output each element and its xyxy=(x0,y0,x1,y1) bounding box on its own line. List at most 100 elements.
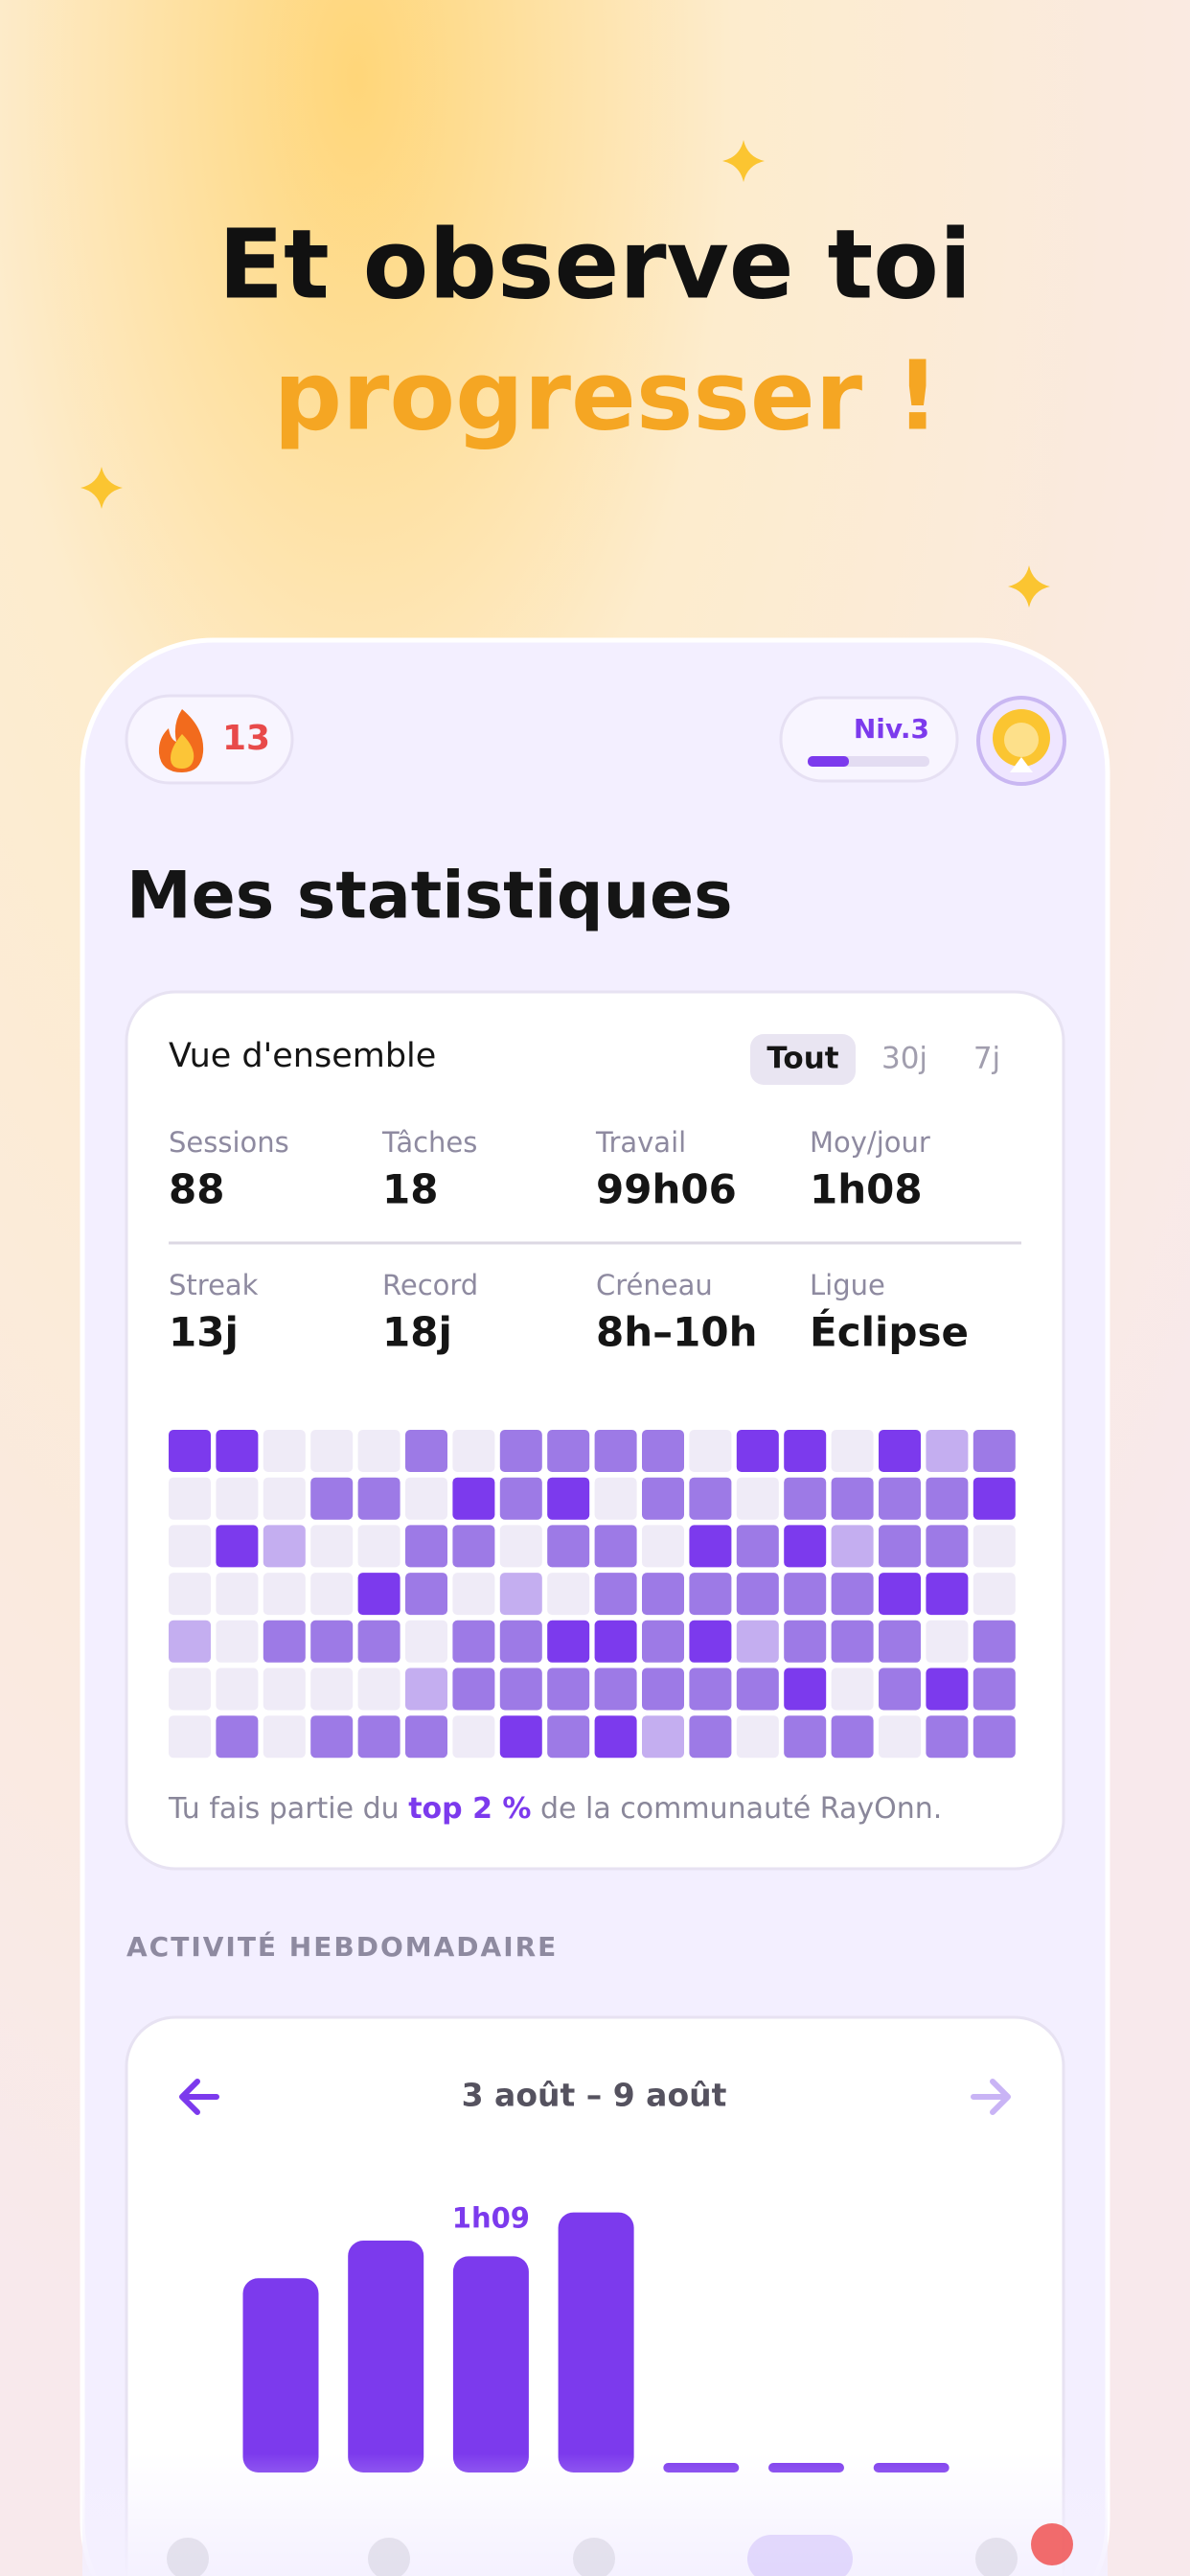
heat-cell xyxy=(642,1620,684,1663)
streak-count: 13 xyxy=(222,719,270,758)
heat-cell xyxy=(547,1620,590,1663)
footer-highlight: top 2 % xyxy=(408,1792,531,1826)
heat-cell xyxy=(357,1477,400,1520)
heat-cell xyxy=(736,1477,779,1520)
stat-label: Ligue xyxy=(810,1269,885,1301)
stat-label: Sessions xyxy=(169,1126,289,1159)
heat-cell xyxy=(926,1668,969,1711)
bar xyxy=(452,2256,529,2472)
tab[interactable]: Tout xyxy=(767,1042,838,1076)
heat-cell xyxy=(452,1668,495,1711)
heat-cell xyxy=(642,1668,684,1711)
heat-cell xyxy=(452,1477,495,1520)
headline: Et observe toi xyxy=(218,208,972,320)
heat-cell xyxy=(169,1430,211,1472)
stat-value: 99h06 xyxy=(596,1166,737,1213)
heat-cell xyxy=(169,1477,211,1520)
heat-cell xyxy=(736,1525,779,1568)
heat-cell xyxy=(784,1477,827,1520)
heat-cell xyxy=(263,1525,306,1568)
heat-cell xyxy=(831,1620,874,1663)
tab-bar xyxy=(167,2535,1018,2576)
heat-cell xyxy=(405,1573,447,1616)
heat-cell xyxy=(784,1430,827,1472)
heat-cell xyxy=(405,1525,447,1568)
footer-note: Tu fais partie du top 2 % de la communau… xyxy=(168,1792,942,1826)
heat-cell xyxy=(689,1430,732,1472)
footer-text: Tu fais partie du xyxy=(168,1792,408,1826)
heat-cell xyxy=(357,1668,400,1711)
heat-cell xyxy=(310,1620,354,1663)
heat-cell xyxy=(926,1620,969,1663)
nav-icon[interactable] xyxy=(573,2538,615,2576)
heat-cell xyxy=(452,1620,495,1663)
tab[interactable]: 7j xyxy=(973,1042,1000,1076)
heat-cell xyxy=(736,1430,779,1472)
heat-cell xyxy=(499,1573,542,1616)
sparkles xyxy=(80,140,1050,608)
tab-active[interactable] xyxy=(750,1034,856,1085)
heat-cell xyxy=(547,1573,590,1616)
stat-value: Éclipse xyxy=(810,1308,969,1356)
stat-value: 18 xyxy=(382,1166,438,1213)
heat-cell xyxy=(784,1573,827,1616)
nav-active[interactable] xyxy=(747,2535,853,2576)
prev-week[interactable] xyxy=(179,2079,219,2115)
heat-cell xyxy=(973,1668,1016,1711)
heat-cell xyxy=(689,1715,732,1759)
nav-icon[interactable] xyxy=(368,2538,410,2576)
heat-cell xyxy=(926,1573,969,1616)
avatar[interactable] xyxy=(976,696,1066,786)
heat-cell xyxy=(973,1620,1016,1663)
headline: progresser ! xyxy=(274,339,940,451)
heat-cell xyxy=(310,1430,354,1472)
heat-cell xyxy=(689,1573,732,1616)
heat-cell xyxy=(263,1430,306,1472)
heat-cell xyxy=(879,1573,921,1616)
heat-cell xyxy=(831,1430,874,1472)
bar-label: 1h09 xyxy=(452,2201,530,2234)
heat-cell xyxy=(310,1525,354,1568)
stat-value: 8h–10h xyxy=(596,1309,757,1356)
heat-cell xyxy=(594,1525,637,1568)
heat-cell xyxy=(879,1477,921,1520)
heat-cell xyxy=(831,1668,874,1711)
heat-cell xyxy=(310,1573,354,1616)
heat-cell xyxy=(405,1430,447,1472)
heat-cell xyxy=(594,1430,637,1472)
next-week[interactable] xyxy=(971,2079,1011,2115)
heat-cell xyxy=(831,1477,874,1520)
heat-cell xyxy=(499,1620,542,1663)
heat-cell xyxy=(169,1525,211,1568)
heat-cell xyxy=(452,1525,495,1568)
heat-cell xyxy=(594,1668,637,1711)
heat-cell xyxy=(547,1430,590,1472)
bar xyxy=(242,2278,319,2472)
heat-cell xyxy=(973,1477,1016,1520)
flame-icon xyxy=(158,709,204,772)
stat-value: 88 xyxy=(169,1166,224,1213)
heat-cell xyxy=(973,1573,1016,1616)
heat-cell xyxy=(642,1430,684,1472)
stat-value: 18j xyxy=(382,1309,452,1356)
heat-cell xyxy=(216,1573,259,1616)
heat-cell xyxy=(736,1573,779,1616)
heat-cell xyxy=(499,1430,542,1472)
heat-cell xyxy=(879,1668,921,1711)
tab[interactable]: 30j xyxy=(881,1042,927,1076)
heat-cell xyxy=(642,1715,684,1759)
stat-value: 13j xyxy=(169,1309,239,1356)
heat-cell xyxy=(973,1525,1016,1568)
stat-value: 1h08 xyxy=(810,1166,923,1213)
heat-cell xyxy=(784,1668,827,1711)
heat-cell xyxy=(784,1620,827,1663)
heat-cell xyxy=(499,1477,542,1520)
nav-icon[interactable] xyxy=(975,2538,1018,2576)
heat-cell xyxy=(169,1668,211,1711)
heat-cell xyxy=(879,1430,921,1472)
heat-cell xyxy=(216,1430,259,1472)
heat-cell xyxy=(499,1668,542,1711)
heat-cell xyxy=(642,1525,684,1568)
nav-icon[interactable] xyxy=(167,2538,209,2576)
